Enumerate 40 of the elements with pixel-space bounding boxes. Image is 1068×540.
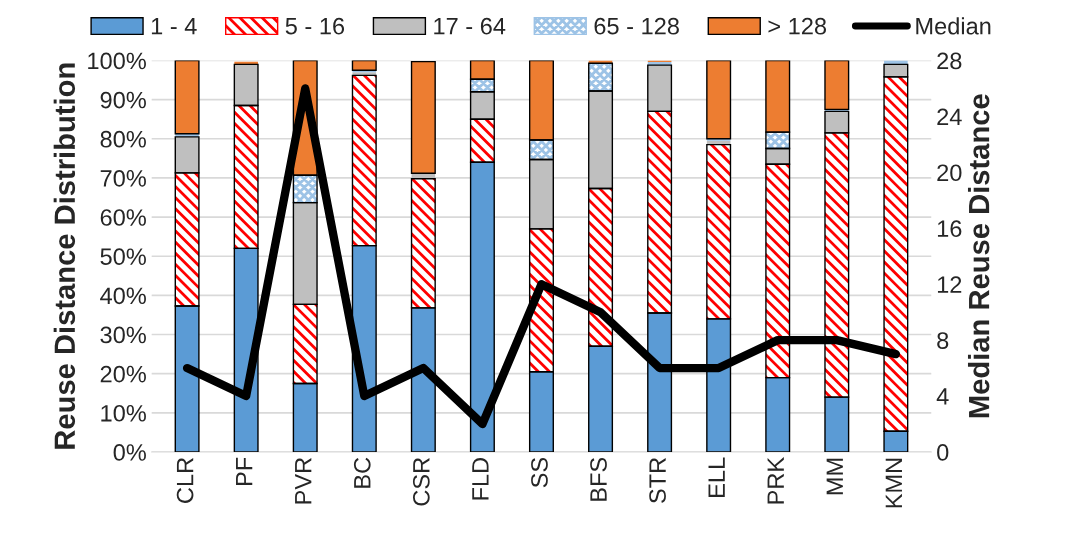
- y-tick-label: 60%: [100, 209, 146, 226]
- x-tick-label: BC: [353, 457, 371, 488]
- x-tick-label: SS: [531, 457, 548, 488]
- y2-tick-label: 8: [937, 332, 949, 349]
- y-tick-label: 10%: [101, 404, 146, 422]
- legend-label: Median: [916, 17, 991, 35]
- y-tick-label: 50%: [100, 248, 146, 266]
- y-tick-label: 40%: [100, 287, 146, 305]
- y2-tick-label: 24: [937, 108, 962, 125]
- y-axis-title: Reuse Distance Distribution: [53, 63, 76, 449]
- legend-label: 1 - 4: [151, 18, 197, 35]
- x-tick-label: PRK: [767, 457, 784, 504]
- legend-label: 65 - 128: [594, 17, 679, 35]
- x-tick-label: BFS: [590, 457, 607, 501]
- y2-axis-title: Median Reuse Distance: [967, 94, 990, 418]
- y2-tick-label: 0: [937, 444, 949, 461]
- x-tick-label: ELL: [708, 457, 725, 497]
- y2-tick-label: 12: [937, 276, 962, 293]
- y-tick-label: 0%: [113, 444, 146, 461]
- y-tick-label: 90%: [100, 91, 146, 109]
- y2-tick-label: 20: [937, 164, 962, 182]
- x-tick-label: PVR: [295, 457, 312, 504]
- y2-tick-label: 4: [936, 388, 949, 405]
- x-tick-label: FLD: [472, 457, 489, 500]
- y-tick-label: 30%: [100, 326, 146, 344]
- x-tick-label: KMN: [885, 458, 902, 508]
- y-tick-label: 80%: [100, 130, 146, 148]
- x-tick-label: CSR: [412, 457, 430, 506]
- x-tick-label: PF: [236, 457, 253, 486]
- x-tick-label: CLR: [176, 457, 194, 503]
- y2-tick-label: 16: [937, 220, 962, 238]
- y2-tick-label: 28: [937, 52, 962, 70]
- legend-label: > 128: [768, 17, 827, 35]
- legend-label: 17 - 64: [434, 17, 506, 35]
- y-tick-label: 20%: [100, 365, 146, 383]
- y-tick-label: 70%: [100, 170, 146, 187]
- x-tick-label: MM: [826, 458, 843, 495]
- legend-label: 5 - 16: [285, 17, 345, 35]
- x-tick-label: STR: [649, 457, 666, 503]
- y-tick-label: 100%: [88, 52, 146, 70]
